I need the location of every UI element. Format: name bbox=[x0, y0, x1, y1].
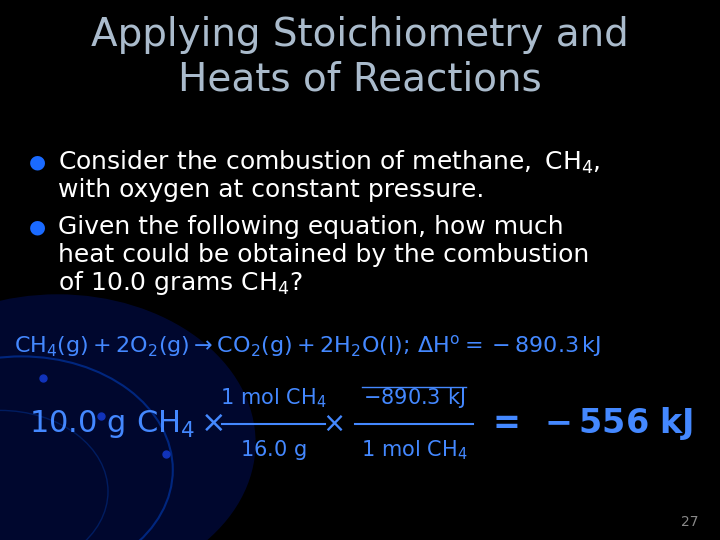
Text: $\times$: $\times$ bbox=[322, 410, 343, 438]
Text: heat could be obtained by the combustion: heat could be obtained by the combustion bbox=[58, 243, 589, 267]
Text: $\mathrm{1\ mol\ CH_4}$: $\mathrm{1\ mol\ CH_4}$ bbox=[220, 386, 327, 410]
Ellipse shape bbox=[0, 294, 256, 540]
Text: 27: 27 bbox=[681, 515, 698, 529]
Text: $\mathrm{-890.3\ kJ}$: $\mathrm{-890.3\ kJ}$ bbox=[363, 386, 465, 410]
Text: $\mathrm{Consider\ the\ combustion\ of\ methane,\ CH_4,}$: $\mathrm{Consider\ the\ combustion\ of\ … bbox=[58, 148, 600, 176]
Text: ●: ● bbox=[29, 217, 46, 237]
Text: $\mathrm{CH_4(g) + 2O_2(g) \rightarrow CO_2(g) + 2H_2O(l);\,\Delta H^o = -890.3\: $\mathrm{CH_4(g) + 2O_2(g) \rightarrow C… bbox=[14, 333, 601, 359]
Text: $\mathrm{1\ mol\ CH_4}$: $\mathrm{1\ mol\ CH_4}$ bbox=[361, 438, 467, 462]
Text: with oxygen at constant pressure.: with oxygen at constant pressure. bbox=[58, 178, 484, 202]
Text: Applying Stoichiometry and
Heats of Reactions: Applying Stoichiometry and Heats of Reac… bbox=[91, 16, 629, 98]
Text: $\mathrm{of\ 10.0\ grams\ CH_4?}$: $\mathrm{of\ 10.0\ grams\ CH_4?}$ bbox=[58, 269, 302, 297]
Text: $\mathrm{10.0\ g\ CH_4 \times}$: $\mathrm{10.0\ g\ CH_4 \times}$ bbox=[29, 408, 224, 440]
Text: ●: ● bbox=[29, 152, 46, 172]
Text: $\mathrm{16.0\ g}$: $\mathrm{16.0\ g}$ bbox=[240, 438, 307, 462]
Text: $\mathbf{=\ -556\ kJ}$: $\mathbf{=\ -556\ kJ}$ bbox=[486, 406, 693, 442]
Text: Given the following equation, how much: Given the following equation, how much bbox=[58, 215, 563, 239]
